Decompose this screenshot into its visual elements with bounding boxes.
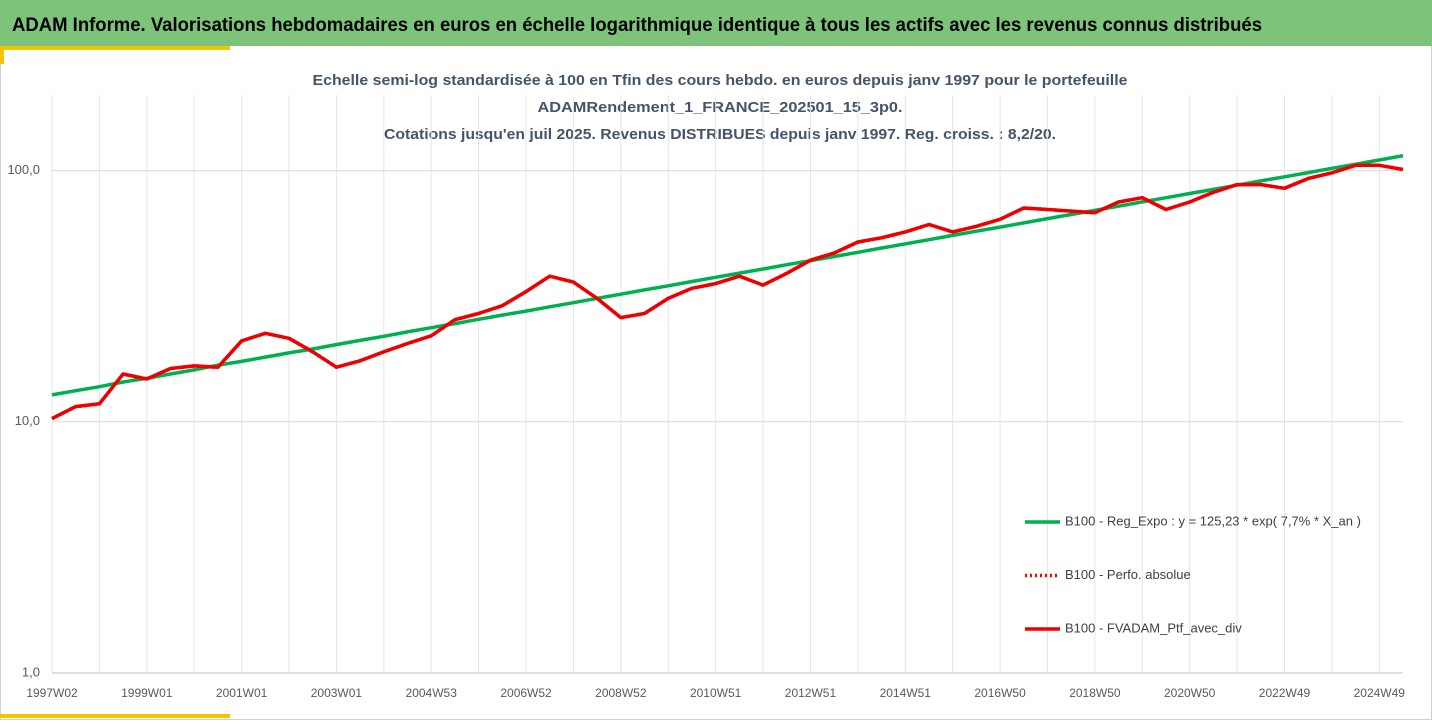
accent xyxy=(0,46,230,50)
x-tick-label: 2001W01 xyxy=(216,686,268,700)
legend-label: B100 - Perfo. absolue xyxy=(1065,567,1191,582)
x-tick-label: 2024W49 xyxy=(1354,686,1406,700)
x-tick-label: 1999W01 xyxy=(121,686,173,700)
x-tick-label: 2006W52 xyxy=(500,686,552,700)
y-tick-label: 10,0 xyxy=(15,413,40,428)
x-tick-label: 2014W51 xyxy=(880,686,932,700)
legend-label: B100 - FVADAM_Ptf_avec_div xyxy=(1065,620,1242,635)
y-tick-label: 1,0 xyxy=(22,664,40,679)
x-tick-label: 2003W01 xyxy=(311,686,363,700)
legend-label: B100 - Reg_Expo : y = 125,23 * exp( 7,7%… xyxy=(1065,513,1361,528)
x-tick-label: 2012W51 xyxy=(785,686,837,700)
x-tick-label: 2018W50 xyxy=(1069,686,1121,700)
x-tick-label: 2016W50 xyxy=(974,686,1026,700)
line-series xyxy=(51,163,1404,421)
x-tick-label: 2010W51 xyxy=(690,686,742,700)
header-title: ADAM Informe. Valorisations hebdomadaire… xyxy=(12,15,1262,36)
x-tick-label: 2020W50 xyxy=(1164,686,1216,700)
accent xyxy=(0,714,230,718)
accent xyxy=(0,46,4,64)
x-tick-label: 2022W49 xyxy=(1259,686,1311,700)
y-tick-label: 100,0 xyxy=(7,162,40,177)
chart-title: ADAMRendement_1_FRANCE_202501_15_3p0. xyxy=(538,99,903,116)
chart-title: Echelle semi-log standardisée à 100 en T… xyxy=(313,72,1128,89)
x-tick-label: 2008W52 xyxy=(595,686,647,700)
header-band xyxy=(0,0,1432,46)
x-tick-label: 2004W53 xyxy=(406,686,458,700)
x-tick-label: 1997W02 xyxy=(26,686,78,700)
chart-title: Cotations jusqu'en juil 2025. Revenus DI… xyxy=(384,126,1056,143)
line-series xyxy=(51,153,1404,397)
